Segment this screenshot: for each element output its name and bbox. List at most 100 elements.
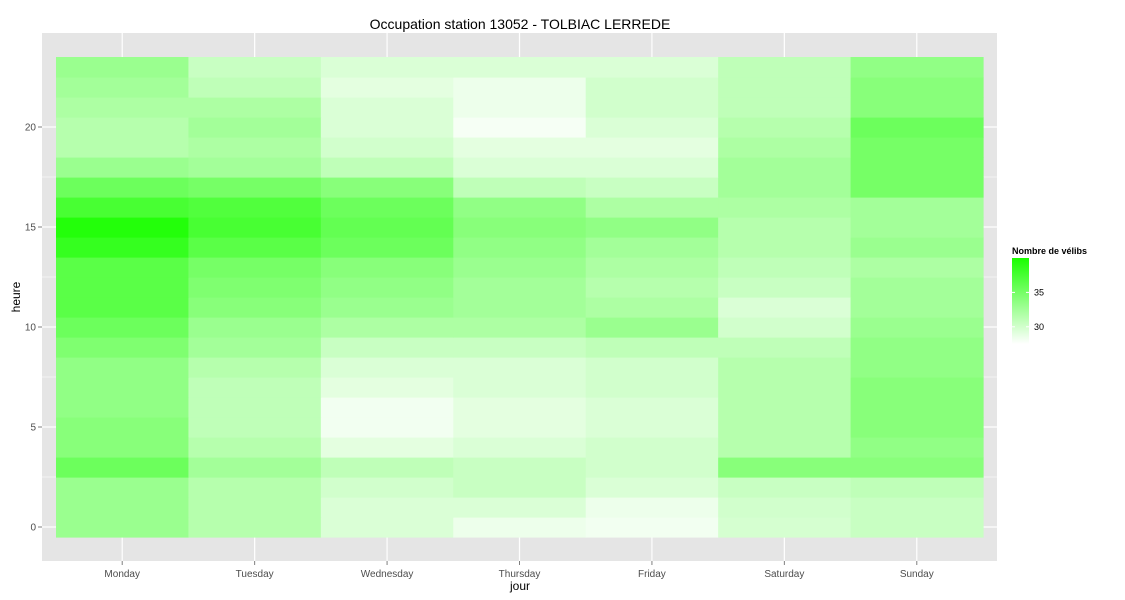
heatmap-cell (56, 417, 190, 438)
heatmap-cell (188, 357, 322, 378)
heatmap-cell (320, 257, 454, 278)
heatmap-cell (718, 417, 852, 438)
heatmap-cell (718, 137, 852, 158)
heatmap-cell (56, 77, 190, 98)
heatmap-cell (850, 257, 984, 278)
heatmap-cell (188, 217, 322, 238)
heatmap-cell (585, 117, 719, 138)
heatmap-cell (850, 217, 984, 238)
heatmap-cell (320, 417, 454, 438)
heatmap-cell (850, 137, 984, 158)
heatmap-cell (320, 377, 454, 398)
y-tick-label: 0 (30, 523, 36, 534)
heatmap-cell (850, 497, 984, 518)
heatmap-cell (320, 357, 454, 378)
heatmap-cell (56, 237, 190, 258)
heatmap-cell (718, 517, 852, 538)
heatmap-cell (453, 57, 587, 78)
heatmap-cell (56, 157, 190, 178)
heatmap-cell (453, 177, 587, 198)
heatmap-cell (453, 517, 587, 538)
heatmap-cell (585, 137, 719, 158)
heatmap-cell (320, 137, 454, 158)
x-axis-title: jour (509, 579, 530, 593)
heatmap-cell (718, 257, 852, 278)
heatmap-cell (718, 97, 852, 118)
heatmap-cell (850, 457, 984, 478)
heatmap-cell (718, 237, 852, 258)
heatmap-cell (453, 137, 587, 158)
heatmap-cell (585, 257, 719, 278)
heatmap-cell (453, 257, 587, 278)
heatmap-cell (56, 357, 190, 378)
heatmap-cell (56, 297, 190, 318)
heatmap-cell (585, 317, 719, 338)
heatmap-cell (585, 517, 719, 538)
heatmap-cell (850, 97, 984, 118)
heatmap-cell (320, 297, 454, 318)
heatmap-cell (718, 377, 852, 398)
heatmap-cell (585, 277, 719, 298)
heatmap-cell (718, 117, 852, 138)
heatmap-cell (850, 437, 984, 458)
heatmap-cell (188, 497, 322, 518)
heatmap-cell (718, 497, 852, 518)
heatmap-cell (453, 277, 587, 298)
heatmap-cell (453, 417, 587, 438)
heatmap-cell (188, 277, 322, 298)
heatmap-cell (56, 497, 190, 518)
heatmap-cell (718, 357, 852, 378)
heatmap-cell (850, 357, 984, 378)
heatmap-cell (320, 177, 454, 198)
heatmap-cell (585, 217, 719, 238)
heatmap-cell (453, 217, 587, 238)
heatmap-cell (585, 97, 719, 118)
heatmap-cell (188, 117, 322, 138)
heatmap-cell (850, 237, 984, 258)
heatmap-cell (718, 277, 852, 298)
x-tick-label: Wednesday (361, 569, 414, 580)
heatmap-cell (320, 477, 454, 498)
heatmap-cell (188, 397, 322, 418)
heatmap-cell (718, 157, 852, 178)
heatmap-cell (188, 197, 322, 218)
heatmap-cell (718, 217, 852, 238)
heatmap-cell (56, 437, 190, 458)
heatmap-cell (188, 177, 322, 198)
heatmap-cell (453, 237, 587, 258)
heatmap-cell (585, 77, 719, 98)
heatmap-cell (320, 517, 454, 538)
heatmap-cell (585, 297, 719, 318)
heatmap-cell (850, 337, 984, 358)
y-tick-label: 20 (25, 123, 37, 134)
heatmap-cell (320, 277, 454, 298)
heatmap-cell (850, 317, 984, 338)
heatmap-cell (56, 257, 190, 278)
legend-color-bar (1012, 258, 1029, 344)
heatmap-cell (56, 137, 190, 158)
heatmap-cell (56, 317, 190, 338)
heatmap-cell (850, 277, 984, 298)
heatmap-cell (188, 437, 322, 458)
heatmap-cell (453, 117, 587, 138)
heatmap-cell (188, 137, 322, 158)
heatmap-cell (188, 77, 322, 98)
heatmap-cell (188, 317, 322, 338)
heatmap-cell (453, 457, 587, 478)
heatmap-cell (188, 237, 322, 258)
heatmap-cell (850, 517, 984, 538)
heatmap-cell (56, 477, 190, 498)
heatmap-cell (585, 457, 719, 478)
x-tick-label: Tuesday (236, 569, 274, 580)
heatmap-cell (188, 157, 322, 178)
heatmap-cell (320, 337, 454, 358)
heatmap-cell (718, 337, 852, 358)
x-axis: Monday Tuesday Wednesday Thursday Friday Satu… (104, 561, 934, 580)
heatmap-cell (585, 337, 719, 358)
heatmap-cell (56, 277, 190, 298)
heatmap-cell (320, 77, 454, 98)
legend-title: Nombre de vélibs (1012, 246, 1087, 256)
x-tick-label: Friday (638, 569, 666, 580)
legend-ticks: 30 35 (1012, 287, 1044, 332)
heatmap-cell (850, 177, 984, 198)
